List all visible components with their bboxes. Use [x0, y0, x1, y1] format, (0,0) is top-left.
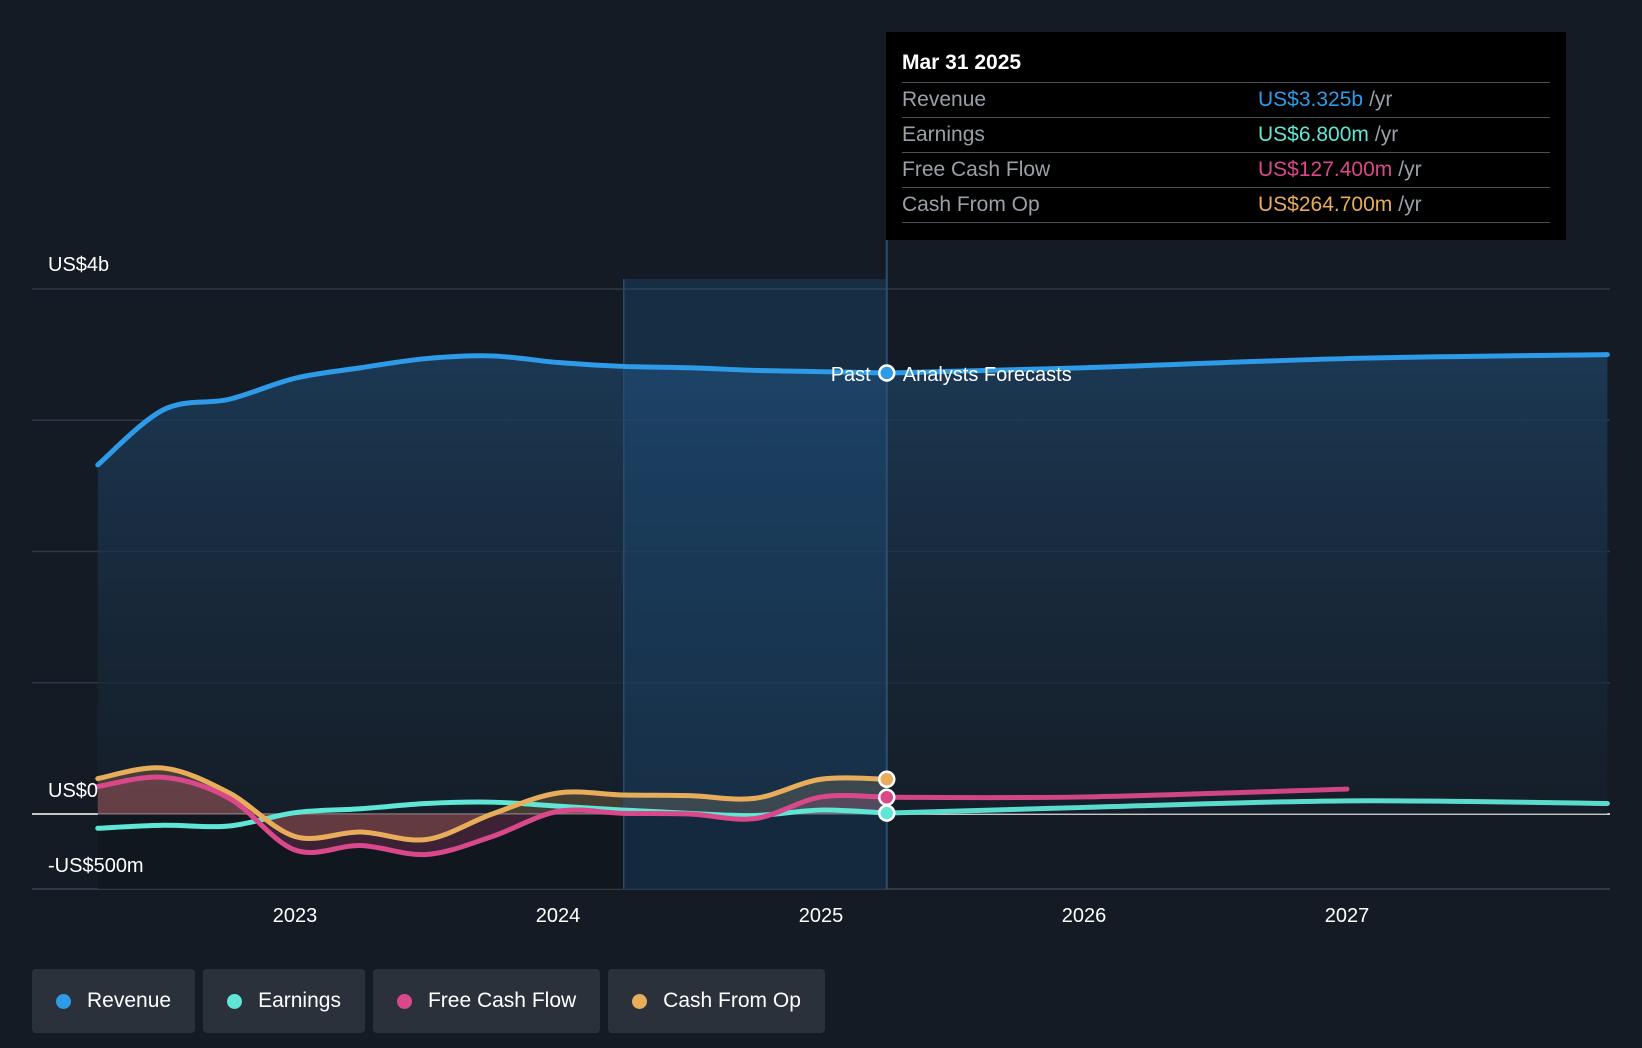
x-tick-label: 2025	[799, 905, 844, 927]
free-cash-flow-line	[95, 774, 890, 858]
tooltip-unit: /yr	[1369, 88, 1393, 111]
revenue-area	[97, 354, 1608, 814]
tooltip-value: US$3.325b	[1258, 88, 1364, 111]
tooltip-unit: /yr	[1398, 193, 1422, 216]
legend-label: Cash From Op	[663, 989, 801, 1012]
legend-label: Free Cash Flow	[427, 989, 577, 1012]
x-tick-label: 2024	[536, 905, 581, 927]
tooltip-value: US$264.700m	[1258, 193, 1393, 216]
earnings-line	[95, 799, 890, 831]
cash-from-op-marker	[878, 770, 896, 789]
legend-item-revenue[interactable]: Revenue	[32, 969, 196, 1033]
x-tick-label: 2027	[1325, 905, 1370, 927]
tooltip: Mar 31 2025 Revenue US$3.325b /yr Earnin…	[886, 32, 1566, 240]
earnings-forecast-line	[884, 798, 1610, 816]
legend-item-cash-from-op[interactable]: Cash From Op	[608, 969, 825, 1033]
y-tick-label: -US$500m	[48, 855, 144, 877]
past-label: Past	[831, 364, 871, 386]
tooltip-row-earnings: Earnings US$6.800m /yr	[902, 117, 1550, 152]
tooltip-row-free-cash-flow: Free Cash Flow US$127.400m /yr	[902, 152, 1550, 187]
tooltip-label: Earnings	[902, 123, 985, 146]
highlight-window	[623, 279, 887, 889]
cash-from-op-line	[95, 765, 890, 843]
revenue-line	[95, 353, 890, 468]
earnings-marker	[878, 804, 896, 822]
x-tick-label: 2023	[273, 905, 318, 927]
tooltip-value: US$6.800m	[1258, 123, 1369, 146]
legend: Revenue Earnings Free Cash Flow Cash Fro…	[32, 969, 825, 1033]
legend-item-free-cash-flow[interactable]: Free Cash Flow	[372, 969, 601, 1033]
free-cash-flow-forecast-line	[884, 786, 1350, 801]
y-tick-label: US$0	[48, 780, 98, 802]
earnings-dot-icon	[227, 993, 243, 1009]
tooltip-row-revenue: Revenue US$3.325b /yr	[902, 82, 1550, 117]
cash-from-op-area	[97, 767, 887, 841]
y-tick-label: US$4b	[48, 254, 109, 276]
revenue-marker	[878, 364, 896, 382]
tooltip-unit: /yr	[1398, 158, 1422, 181]
tooltip-row-cash-from-op: Cash From Op US$264.700m /yr	[902, 187, 1550, 223]
legend-label: Earnings	[258, 989, 341, 1012]
tooltip-label: Free Cash Flow	[902, 158, 1051, 181]
tooltip-unit: /yr	[1374, 123, 1399, 146]
cash-from-op-dot-icon	[632, 993, 648, 1009]
tooltip-label: Cash From Op	[902, 193, 1040, 216]
revenue-dot-icon	[56, 993, 71, 1009]
x-tick-label: 2026	[1062, 905, 1107, 927]
revenue-forecast-line	[884, 352, 1610, 376]
legend-item-earnings[interactable]: Earnings	[203, 969, 365, 1033]
forecast-label: Analysts Forecasts	[903, 364, 1072, 386]
free-cash-flow-dot-icon	[396, 993, 412, 1009]
free-cash-flow-marker	[878, 788, 896, 807]
tooltip-date: Mar 31 2025	[902, 51, 1022, 74]
legend-label: Revenue	[87, 989, 172, 1012]
tooltip-label: Revenue	[902, 88, 987, 111]
tooltip-value: US$127.400m	[1258, 158, 1393, 181]
